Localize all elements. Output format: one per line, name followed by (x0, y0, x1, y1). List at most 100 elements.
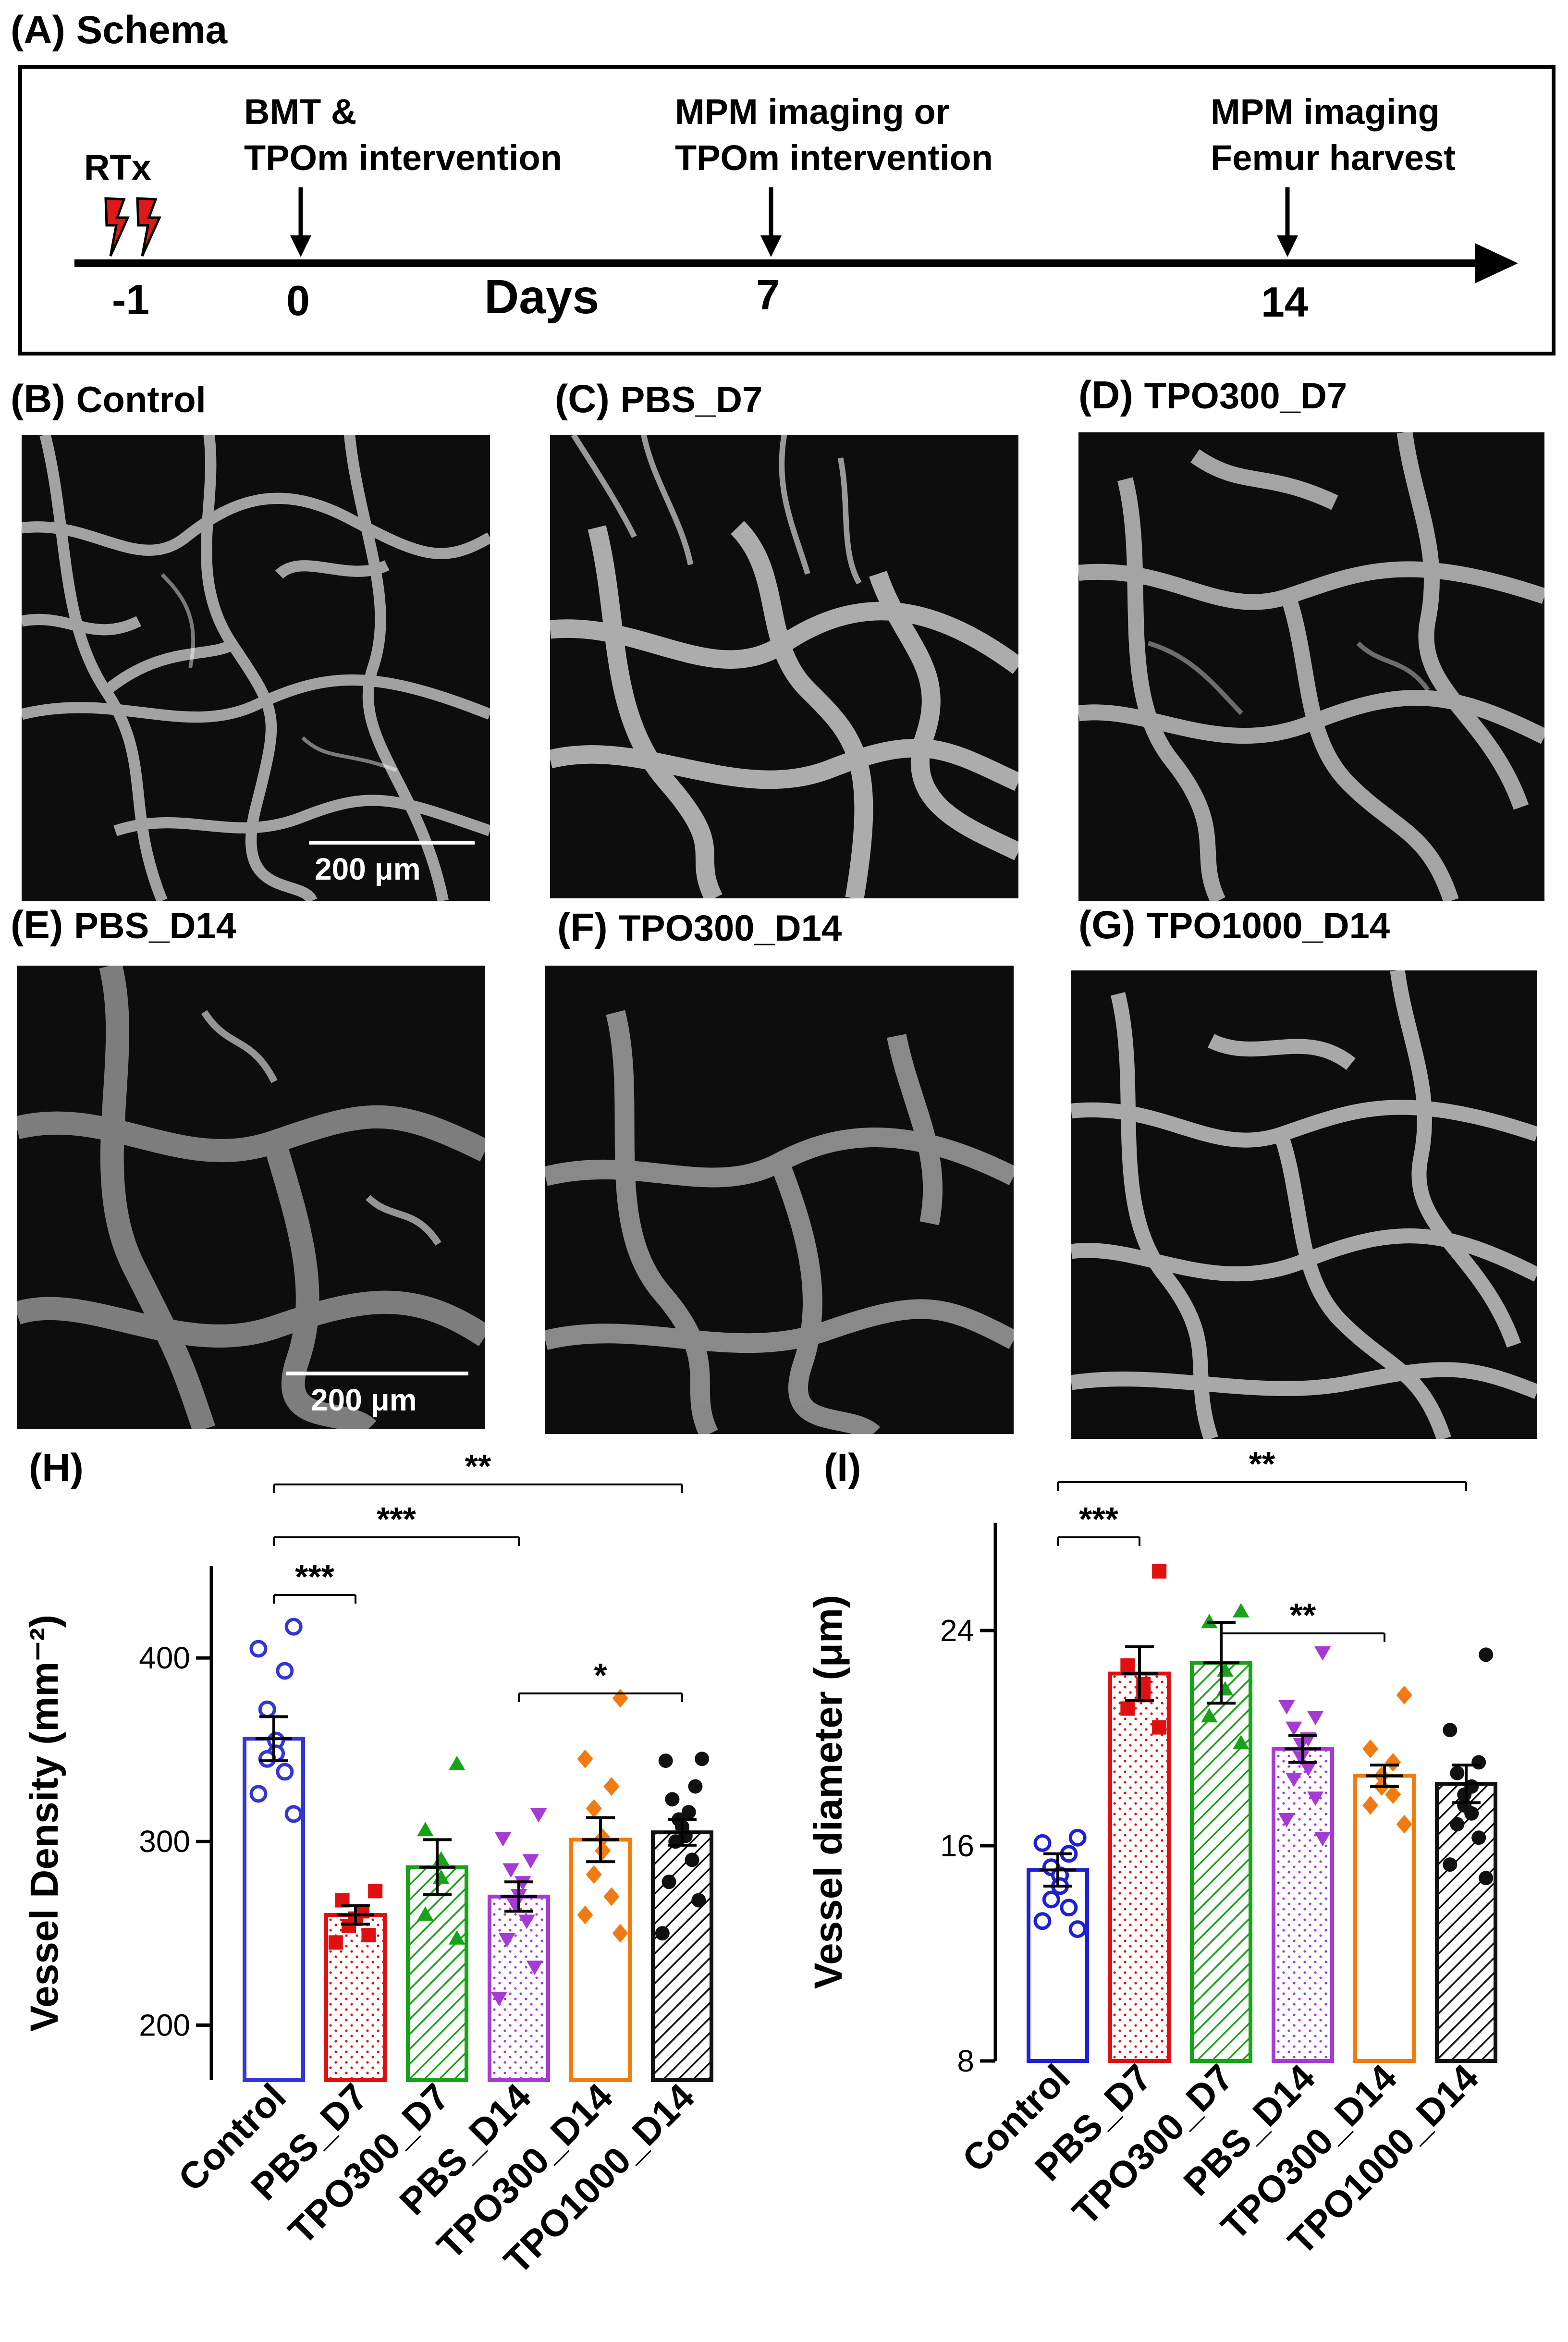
chart-h-panel-label: (H) (29, 1446, 84, 1490)
panel-e-label: (E) PBS_D14 (11, 903, 237, 947)
bar-tpo300_d14 (569, 1838, 632, 2083)
data-point (603, 1887, 620, 1906)
data-point (1385, 1785, 1401, 1804)
panel-d-label: (D) TPO300_D7 (1078, 373, 1348, 417)
data-point (1278, 1700, 1295, 1715)
significance-label: *** (377, 1500, 416, 1538)
data-point (522, 1854, 539, 1869)
data-point (586, 1865, 602, 1884)
data-point (612, 1689, 628, 1708)
data-point (1314, 1832, 1331, 1847)
panel-f-label: (F) TPO300_D14 (557, 906, 842, 949)
data-point (1152, 1720, 1167, 1735)
event-day0-line2: TPOm intervention (244, 138, 562, 178)
data-point (1385, 1753, 1401, 1772)
scale-label-pbs-d14: 200 μm (311, 1383, 417, 1417)
data-point (284, 1805, 303, 1823)
panel-g-label: (G) TPO1000_D14 (1078, 903, 1390, 947)
significance-label: *** (1079, 1500, 1118, 1538)
data-point (249, 1640, 268, 1658)
y-tick-label: 400 (139, 1641, 190, 1675)
data-point (1471, 1755, 1486, 1770)
data-point (681, 1805, 696, 1820)
bar-pbs_d7 (1108, 1671, 1171, 2063)
data-point (603, 1777, 620, 1796)
data-point (1232, 1603, 1250, 1618)
data-point (258, 1750, 276, 1768)
day-tick-minus1: -1 (112, 276, 150, 323)
significance-label: ** (465, 1447, 491, 1485)
data-point (1293, 1751, 1310, 1766)
data-point (1457, 1787, 1472, 1802)
data-point (494, 1832, 512, 1847)
data-point (1042, 1890, 1060, 1909)
data-point (1464, 1806, 1479, 1821)
data-point (1033, 1834, 1052, 1852)
data-point (448, 1755, 466, 1770)
y-axis-label: Vessel Density (mm⁻²) (23, 1615, 66, 2032)
data-point (658, 1753, 673, 1768)
data-point (249, 1785, 268, 1803)
chart-i-panel-label: (I) (824, 1446, 861, 1490)
bar-pbs_d14 (1272, 1747, 1334, 2063)
significance-label: ** (1290, 1596, 1316, 1634)
micrograph-pbs-d14: 200 μm (17, 966, 485, 1429)
radiation-icon (104, 197, 161, 257)
data-point (662, 1875, 676, 1889)
event-day0-line1: BMT & (244, 92, 357, 132)
data-point (1033, 1912, 1052, 1930)
data-point (490, 1992, 508, 2007)
micrograph-tpo300-d14 (545, 966, 1014, 1434)
data-point (276, 1662, 294, 1680)
data-point (1396, 1815, 1412, 1834)
data-point (1232, 1735, 1250, 1750)
data-point (1278, 1813, 1295, 1827)
data-point (502, 1863, 519, 1878)
data-point (1120, 1701, 1135, 1716)
event-day7-line2: TPOm intervention (675, 138, 993, 178)
data-point (1201, 1708, 1218, 1723)
data-point (526, 1961, 543, 1975)
bar-tpo300_d7 (1190, 1661, 1252, 2063)
data-point (1299, 1762, 1317, 1777)
micrograph-control: 200 μm (22, 435, 490, 901)
data-point (448, 1930, 466, 1945)
data-point (595, 1828, 611, 1848)
y-tick-label: 24 (940, 1613, 974, 1648)
data-point (1307, 1711, 1324, 1726)
data-point (1471, 1830, 1486, 1845)
data-point (595, 1841, 611, 1860)
scale-bar-control (309, 841, 475, 845)
data-point (612, 1924, 628, 1943)
data-point (1068, 1828, 1087, 1847)
data-point (1286, 1721, 1302, 1736)
panel-c-label: (C) PBS_D7 (555, 377, 763, 421)
data-point (368, 1884, 383, 1899)
data-point (1286, 1773, 1302, 1787)
data-point (586, 1799, 602, 1818)
bar-tpo1000_d14 (651, 1830, 713, 2082)
data-point (1120, 1658, 1135, 1673)
bar-tpo1000_d14 (1435, 1782, 1497, 2063)
data-point (1293, 1738, 1310, 1753)
data-point (1152, 1564, 1167, 1579)
data-point (1362, 1796, 1379, 1815)
scale-bar-pbs-d14 (286, 1372, 468, 1375)
schema-box (18, 65, 1556, 356)
data-point (1314, 1646, 1331, 1661)
schema-panel-label: (A) Schema (11, 8, 228, 52)
data-point (1307, 1791, 1324, 1806)
data-point (417, 1822, 434, 1837)
data-point (1479, 1647, 1494, 1662)
bar-control (243, 1737, 305, 2082)
micrograph-tpo300-d7 (1078, 432, 1544, 901)
y-tick-label: 8 (957, 2044, 974, 2078)
data-point (518, 1914, 535, 1929)
data-point (695, 1752, 710, 1766)
data-point (1396, 1685, 1412, 1704)
significance-label: * (594, 1656, 607, 1694)
data-point (276, 1763, 294, 1781)
significance-label: *** (295, 1558, 334, 1595)
